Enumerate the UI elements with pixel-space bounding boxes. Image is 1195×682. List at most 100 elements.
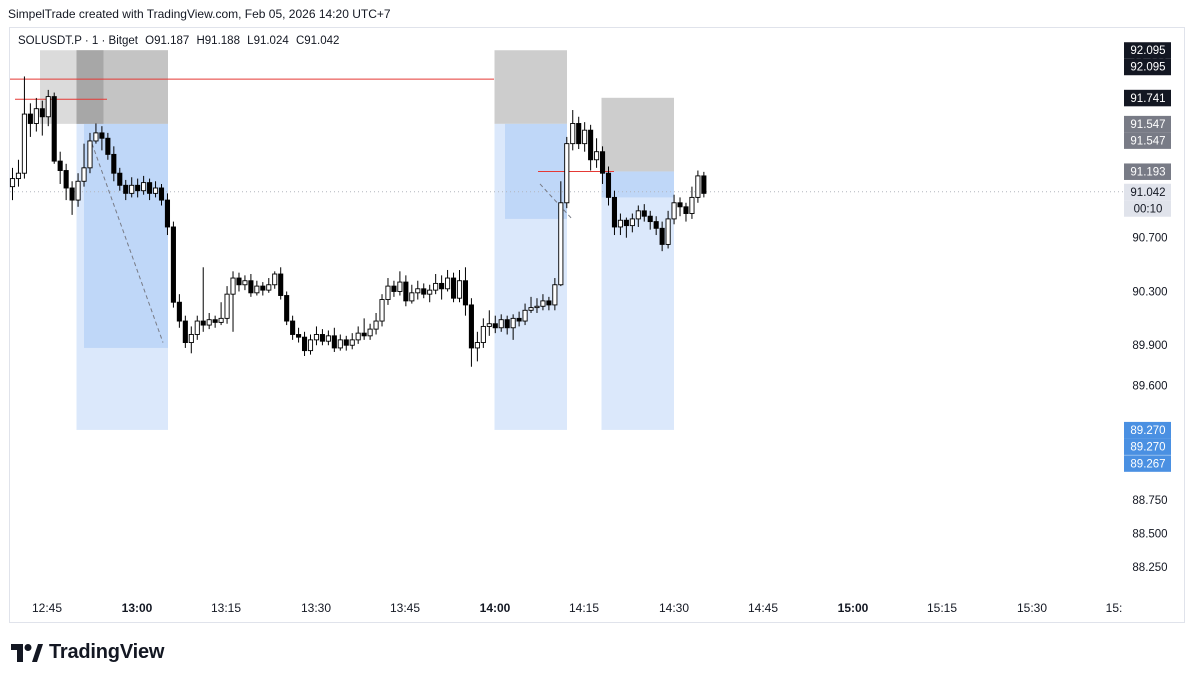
bearish-candle-body (331, 335, 337, 349)
candle (516, 311, 522, 327)
candle (87, 132, 93, 174)
candle (689, 186, 695, 219)
candle (206, 312, 212, 330)
candle (337, 334, 343, 351)
candle (135, 178, 141, 198)
candle (367, 323, 373, 340)
bullish-candle-body (129, 184, 135, 194)
bullish-candle-body (152, 187, 159, 194)
y-axis-tick: 90.300 (1132, 286, 1167, 298)
candle (361, 318, 367, 340)
bullish-candle-body (349, 339, 355, 346)
price-label-text: 91.547 (1130, 119, 1165, 131)
bearish-candle-body (599, 151, 606, 174)
x-axis-tick: 14:30 (659, 601, 689, 615)
bullish-candle-body (385, 285, 391, 300)
candle (200, 267, 206, 332)
bearish-candle-body (200, 320, 206, 326)
open-value: O91.187 (145, 35, 190, 47)
price-label-badge (1124, 200, 1171, 217)
bearish-candle-body (647, 215, 653, 223)
candle (588, 124, 594, 171)
bearish-candle-body (290, 320, 296, 335)
candle (272, 271, 278, 289)
candle (230, 271, 236, 332)
stop-loss-zone-2 (494, 50, 567, 124)
x-axis-tick: 13:30 (301, 601, 331, 615)
bullish-candle-body (272, 273, 278, 286)
bearish-candle-body (51, 96, 57, 162)
candle (492, 315, 498, 334)
bearish-candle-body (135, 184, 141, 192)
bullish-candle-body (409, 292, 415, 302)
candle (695, 170, 701, 203)
candle (57, 151, 63, 184)
bearish-candle-body (659, 227, 665, 245)
candle (546, 296, 552, 311)
close-value: C91.042 (295, 35, 340, 47)
candle (427, 284, 433, 303)
bearish-candle-body (111, 153, 117, 174)
candle (647, 210, 653, 230)
candle (653, 216, 659, 236)
candle (164, 193, 171, 236)
price-label-badge (1124, 163, 1171, 180)
bullish-candle-body (224, 293, 230, 319)
projection-path-2 (539, 183, 573, 220)
bullish-candle-body (242, 280, 248, 286)
bullish-candle-body (540, 300, 546, 307)
bullish-candle-body (313, 334, 320, 341)
candle (188, 326, 194, 354)
candle (552, 278, 558, 311)
low-value: L91.024 (247, 35, 289, 47)
bearish-candle-body (319, 334, 325, 342)
candle (576, 116, 582, 150)
y-axis-tick: 88.750 (1132, 495, 1167, 507)
candle (152, 181, 159, 198)
candle (313, 326, 320, 346)
bearish-candle-body (63, 170, 69, 189)
overlap-stop-zone (40, 50, 168, 124)
candle (373, 312, 379, 335)
tradingview-brand[interactable]: TradingView (11, 641, 164, 664)
candle (123, 179, 129, 201)
candle (486, 310, 492, 336)
price-label-badge (1124, 132, 1171, 149)
bullish-candle-body (93, 132, 99, 142)
candle (218, 302, 224, 326)
price-label-badge (1124, 89, 1171, 107)
bullish-candle-body (45, 96, 51, 118)
x-axis-tick: 14:15 (569, 601, 599, 615)
bullish-candle-body (141, 182, 147, 192)
bullish-candle-body (33, 108, 39, 124)
candle (170, 221, 176, 308)
candle (111, 146, 117, 182)
candle (397, 271, 403, 296)
bearish-candle-body (468, 304, 474, 349)
bullish-candle-body (445, 277, 451, 290)
bullish-candle-body (307, 339, 314, 352)
candle (641, 204, 647, 222)
bullish-candle-body (427, 289, 433, 295)
price-label-badge (1124, 421, 1171, 439)
symbol-label[interactable]: SOLUSDT.P · 1 · Bitget (18, 35, 138, 47)
bullish-candle-body (522, 309, 528, 322)
price-label-badge (1124, 115, 1171, 133)
candle (421, 283, 427, 299)
candle (349, 333, 355, 350)
bearish-candle-body (278, 273, 284, 296)
bearish-candle-body (27, 113, 33, 124)
bearish-candle-body (492, 323, 498, 329)
candle (605, 166, 612, 206)
candle (462, 267, 469, 316)
bearish-candle-body (117, 172, 123, 186)
candle (468, 298, 474, 367)
candle (63, 163, 69, 201)
candle (558, 181, 564, 287)
candle (522, 303, 528, 326)
candle (671, 194, 677, 225)
x-axis-tick: 13:15 (211, 601, 241, 615)
candle (391, 280, 397, 297)
bearish-candle-body (605, 172, 612, 198)
